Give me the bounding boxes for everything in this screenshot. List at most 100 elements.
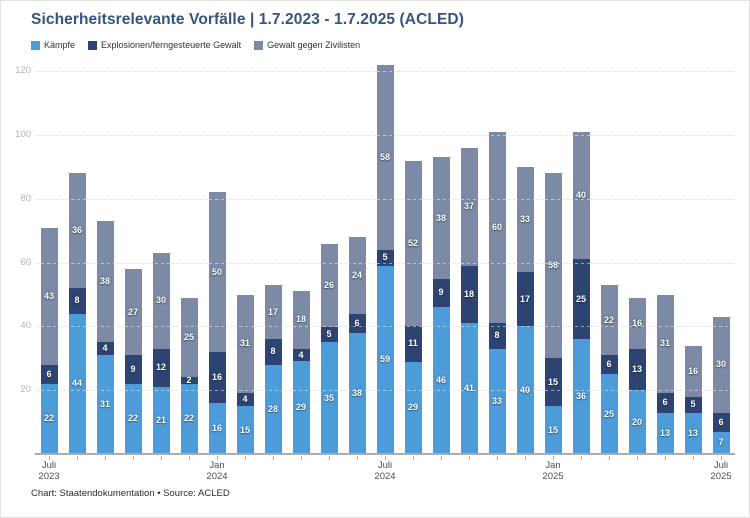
bar-segment: 16 xyxy=(684,345,702,397)
segment-value-label: 5 xyxy=(382,252,388,263)
bar-segment: 30 xyxy=(152,253,170,349)
x-axis-tick xyxy=(49,456,50,460)
bar-segment: 4 xyxy=(96,342,114,356)
x-axis-tick xyxy=(525,456,526,460)
bar-segment: 36 xyxy=(68,173,86,289)
bar: 29 4 18 xyxy=(292,291,310,454)
segment-value-label: 25 xyxy=(603,408,614,419)
bar-segment: 38 xyxy=(432,157,450,279)
segment-value-label: 25 xyxy=(183,332,194,343)
x-axis-tick xyxy=(357,456,358,460)
bar-segment: 8 xyxy=(68,288,86,314)
x-axis-tick xyxy=(441,456,442,460)
x-axis-tick xyxy=(413,456,414,460)
x-axis-tick xyxy=(553,456,554,460)
bar-segment: 9 xyxy=(432,278,450,308)
legend-label: Explosionen/ferngesteuerte Gewalt xyxy=(101,40,242,50)
bar: 46 9 38 xyxy=(432,157,450,454)
bar-segment: 18 xyxy=(292,291,310,349)
y-axis-tick-label: 100 xyxy=(15,129,31,140)
segment-value-label: 30 xyxy=(155,295,166,306)
bar: 22 2 25 xyxy=(180,297,198,454)
bar-segment: 35 xyxy=(320,342,338,454)
bar-segment: 6 xyxy=(712,412,730,432)
x-axis-tick xyxy=(77,456,78,460)
bar-segment: 40 xyxy=(572,131,590,260)
segment-value-label: 24 xyxy=(351,269,362,280)
y-gridline-overlay xyxy=(35,390,735,392)
legend-swatch-kaempfe xyxy=(31,40,40,50)
bar: 44 8 36 xyxy=(68,173,86,454)
segment-value-label: 9 xyxy=(130,363,136,374)
bar-segment: 31 xyxy=(656,294,674,394)
bar: 41 18 37 xyxy=(460,147,478,454)
bar-segment: 5 xyxy=(376,249,394,266)
bar-segment: 7 xyxy=(712,431,730,454)
bar: 29 11 52 xyxy=(404,160,422,454)
bar-segment: 13 xyxy=(628,348,646,391)
bar-segment: 44 xyxy=(68,313,86,454)
x-tick-line: Jan xyxy=(209,460,225,471)
x-axis-tick-label: Juli 2025 xyxy=(710,460,731,482)
x-axis-tick xyxy=(581,456,582,460)
x-axis-tick xyxy=(385,456,386,460)
y-axis-tick-label: 120 xyxy=(15,65,31,77)
segment-value-label: 27 xyxy=(127,306,138,317)
bar-segment: 16 xyxy=(208,402,226,454)
bar-segment: 18 xyxy=(460,265,478,324)
y-axis-tick-label: 20 xyxy=(20,384,31,396)
segment-value-label: 6 xyxy=(718,416,724,427)
x-axis-tick xyxy=(329,456,330,460)
x-axis-tick xyxy=(721,456,722,460)
x-axis-tick xyxy=(469,456,470,460)
segment-value-label: 16 xyxy=(687,365,698,376)
segment-value-label: 16 xyxy=(211,371,222,382)
bar-segment: 31 xyxy=(236,294,254,394)
bar-segment: 38 xyxy=(348,332,366,454)
legend-item-explosionen: Explosionen/ferngesteuerte Gewalt xyxy=(88,40,241,50)
y-axis-tick-label: 40 xyxy=(20,320,31,332)
bar: 7 6 30 xyxy=(712,316,730,454)
segment-value-label: 6 xyxy=(606,359,612,370)
x-axis-tick xyxy=(105,456,106,460)
legend-item-zivilisten: Gewalt gegen Zivilisten xyxy=(254,40,360,50)
segment-value-label: 21 xyxy=(155,415,166,425)
x-axis-tick xyxy=(665,456,666,460)
bar: 33 8 60 xyxy=(488,131,506,454)
bar-segment: 58 xyxy=(544,173,562,359)
segment-value-label: 29 xyxy=(295,402,306,413)
y-axis-tick-label: 60 xyxy=(20,256,31,268)
x-tick-line: 2025 xyxy=(710,471,732,482)
bar: 22 6 43 xyxy=(40,227,58,454)
segment-value-label: 16 xyxy=(631,317,642,328)
x-tick-line: 2023 xyxy=(38,471,60,482)
segment-value-label: 28 xyxy=(267,403,278,414)
x-tick-line: Jan xyxy=(545,460,561,471)
y-gridline-overlay xyxy=(35,135,735,136)
chart-footer: Chart: Staatendokumentation • Source: AC… xyxy=(31,488,230,499)
segment-value-label: 38 xyxy=(351,387,362,398)
bar-segment: 43 xyxy=(40,227,58,365)
segment-value-label: 26 xyxy=(323,279,334,290)
bar-segment: 2 xyxy=(180,376,198,385)
segment-value-label: 7 xyxy=(718,437,724,448)
x-axis-tick xyxy=(301,456,302,460)
bar-segment: 22 xyxy=(180,383,198,454)
segment-value-label: 35 xyxy=(323,392,334,403)
bar-segment: 6 xyxy=(656,393,674,413)
segment-value-label: 5 xyxy=(690,399,696,410)
bar-segment: 29 xyxy=(292,361,310,454)
segment-value-label: 15 xyxy=(239,424,250,435)
bar-segment: 11 xyxy=(404,326,422,362)
bar-segment: 20 xyxy=(628,390,646,454)
segment-value-label: 33 xyxy=(491,395,502,406)
x-axis-tick xyxy=(133,456,134,460)
segment-value-label: 17 xyxy=(519,293,530,304)
bar-segment: 36 xyxy=(572,339,590,454)
segment-value-label: 33 xyxy=(519,214,530,225)
bar-segment: 37 xyxy=(460,147,478,266)
segment-value-label: 4 xyxy=(298,349,304,360)
bar-segment: 31 xyxy=(96,355,114,454)
x-tick-line: Juli xyxy=(713,460,729,471)
segment-value-label: 22 xyxy=(183,413,194,424)
